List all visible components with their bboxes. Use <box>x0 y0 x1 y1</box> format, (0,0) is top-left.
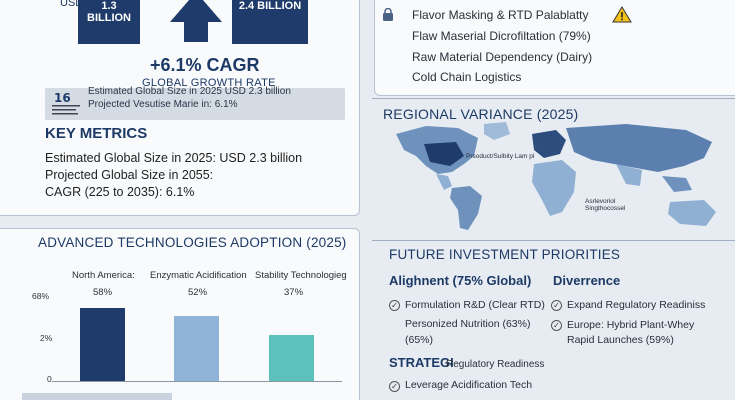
check-circle-icon: ✓ <box>389 300 400 311</box>
divergence-item: Europe: Hybrid Plant-Whey <box>567 319 695 331</box>
alignment-item: (65%) <box>405 334 434 346</box>
category-label-stability: Stability Technologieg <box>255 270 347 281</box>
check-circle-icon: ✓ <box>551 320 562 331</box>
category-label-enzymatic: Enzymatic Acidification <box>150 270 247 281</box>
alignment-item: Formulation R&D (Clear RTD) <box>405 299 545 311</box>
stat-block-2025: 1.3 BILLION <box>78 0 140 44</box>
check-circle-icon: ✓ <box>389 381 400 392</box>
growth-arrow-icon <box>170 0 222 22</box>
regional-rule-bottom <box>372 240 735 241</box>
lock-icon <box>382 7 394 21</box>
value-label-stability: 37% <box>284 287 304 298</box>
check-circle-icon: ✓ <box>551 300 562 311</box>
strategy-item: Leverage Acidification Tech <box>405 379 533 391</box>
mini-line-2: Projected Vesutise Marie in: 6.1% <box>88 99 238 110</box>
key-metric-line: Projected Global Size in 2055: <box>45 168 214 182</box>
key-metrics-title: KEY METRICS <box>45 125 148 142</box>
world-map <box>386 120 734 234</box>
category-label-north-america: North America: <box>72 270 135 281</box>
strategy-heading: STRATEGI <box>389 355 454 370</box>
growth-arrow-stem <box>184 20 208 42</box>
divergence-heading: Diverrence <box>553 273 621 288</box>
x-axis-line <box>52 381 342 382</box>
svg-text:16: 16 <box>54 91 71 105</box>
bar-north-america <box>80 308 125 381</box>
cagr-subtitle: GLOBAL GROWTH RATE <box>142 77 276 89</box>
value-label-north-america: 58% <box>93 287 113 298</box>
investment-title: FUTURE INVESTMENT PRIORITIES <box>389 247 621 262</box>
stat-2025-prefix: USD <box>60 0 84 9</box>
stat-2025-value: 1.3 BILLION <box>87 0 131 24</box>
key-metric-line: CAGR (225 to 2035): 6.1% <box>45 185 195 199</box>
map-label-americas: Prsoduct/Sulbity Lam pl <box>466 153 535 160</box>
mini-summary-box <box>45 88 345 120</box>
stat-block-2035: 2.4 BILLION <box>232 0 308 44</box>
regional-title: REGIONAL VARIANCE (2025) <box>383 106 579 122</box>
footer-strip <box>22 393 172 400</box>
key-metric-line: Estimated Global Size in 2025: USD 2.3 b… <box>45 151 303 165</box>
challenge-item: Cold Chain Logistics <box>412 70 522 84</box>
bar-stability <box>269 335 314 381</box>
y-tick-top: 68% <box>32 291 50 301</box>
mini-logo-icon: 16 <box>52 90 82 118</box>
divergence-item: Rapid Launches (59%) <box>567 334 674 346</box>
challenge-item: Flavor Masking & RTD Palablatty <box>412 8 589 22</box>
y-tick-zero: 0 <box>47 374 52 384</box>
regional-rule-top <box>372 98 735 99</box>
challenges-card <box>374 0 735 96</box>
challenge-item: Flaw Maserial Dicrofiltation (79%) <box>412 29 591 43</box>
alignment-heading: Alighnent (75% Global) <box>389 273 532 288</box>
strategy-subheading: Regulatory Readiness <box>446 359 545 370</box>
map-label-asia: Asrlevoriol Singthocossel <box>585 198 626 212</box>
alignment-item: Personized Nutrition (63%) <box>405 318 531 330</box>
cagr-value: +6.1% CAGR <box>150 55 260 75</box>
stat-2035-value: 2.4 BILLION <box>238 0 302 12</box>
value-label-enzymatic: 52% <box>188 287 208 298</box>
warning-icon <box>612 6 632 28</box>
mini-line-1: Estimated Global Size in 2025 USD 2.3 bi… <box>88 86 291 97</box>
tech-chart-title: ADVANCED TECHNOLOGIES ADOPTION (2025) <box>38 235 347 250</box>
bar-enzymatic <box>174 316 219 381</box>
divergence-item: Expand Regulatory Readiniss <box>567 299 706 311</box>
challenge-item: Raw Material Dependency (Dairy) <box>412 50 593 64</box>
y-tick-mid: 2% <box>40 333 53 343</box>
